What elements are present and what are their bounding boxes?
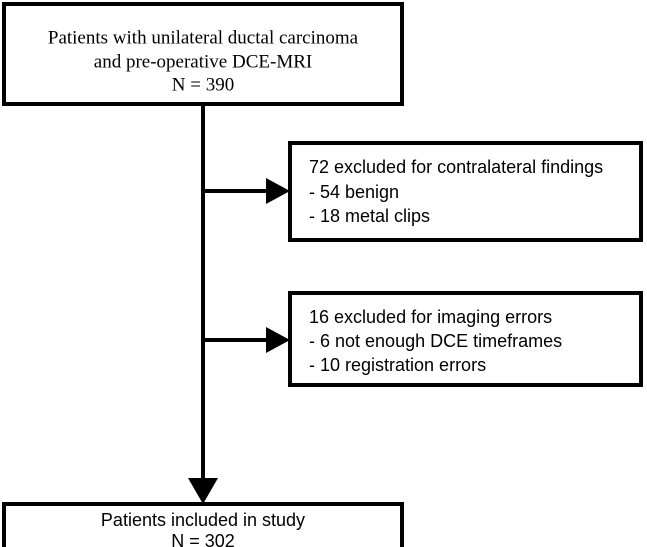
- box: [288, 141, 643, 242]
- box-text: - 54 benign: [309, 182, 399, 202]
- box-text: - 18 metal clips: [309, 206, 430, 226]
- box-text: 72 excluded for contralateral findings: [309, 157, 603, 177]
- box-text: - 10 registration errors: [309, 355, 486, 375]
- box: [288, 291, 643, 387]
- box-text: N = 390: [172, 74, 234, 95]
- box-text: Patients with unilateral ductal carcinom…: [48, 27, 359, 48]
- box-text: and pre-operative DCE-MRI: [94, 51, 312, 72]
- arrow-head: [266, 178, 290, 204]
- box-text: 16 excluded for imaging errors: [309, 307, 552, 327]
- arrow-head: [266, 327, 290, 353]
- box-text: - 6 not enough DCE timeframes: [309, 331, 562, 351]
- box: [2, 502, 404, 547]
- box-text: N = 302: [171, 531, 235, 547]
- box-text: Patients included in study: [101, 510, 305, 530]
- arrow-head: [188, 478, 218, 504]
- box: [2, 2, 404, 106]
